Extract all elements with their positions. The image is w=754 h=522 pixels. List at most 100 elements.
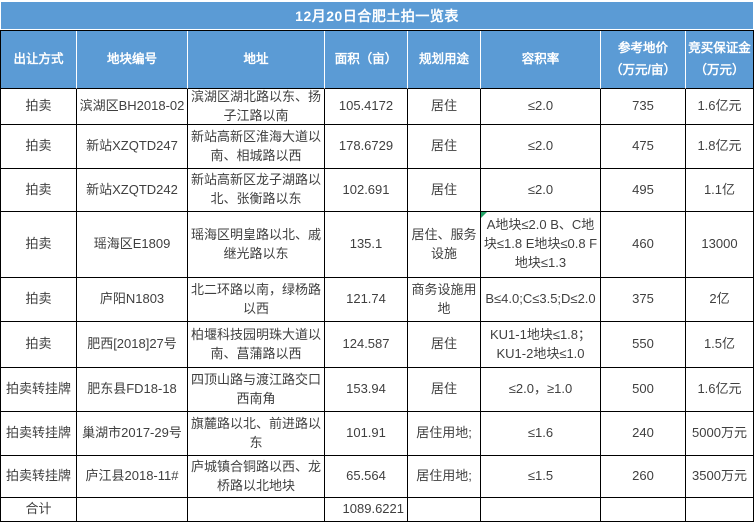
empty-cell <box>188 498 325 521</box>
cell-far: ≤1.5 <box>481 456 601 498</box>
col-header-use: 规划用途 <box>408 31 481 89</box>
cell-method: 拍卖转挂牌 <box>1 368 77 412</box>
cell-plot: 庐江县2018-11# <box>77 456 188 498</box>
table-row: 拍卖 庐阳N1803 北二环路以南，绿杨路以西 121.74 商务设施用地 B≤… <box>1 278 753 322</box>
cell-deposit: 2亿 <box>686 278 753 322</box>
cell-use: 居住、服务设施 <box>408 212 481 278</box>
col-header-deposit: 竞买保证金 （万元） <box>686 31 753 89</box>
cell-deposit: 1.1亿 <box>686 169 753 212</box>
cell-method: 拍卖转挂牌 <box>1 412 77 456</box>
cell-plot: 肥东县FD18-18 <box>77 368 188 412</box>
col-header-price: 参考地价 （万元/亩） <box>601 31 686 89</box>
cell-price: 495 <box>601 169 686 212</box>
table-row: 拍卖 肥西[2018]27号 柏堰科技园明珠大道以南、菖蒲路以西 124.587… <box>1 322 753 368</box>
table-row: 拍卖转挂牌 庐江县2018-11# 庐城镇合铜路以西、龙桥路以北地块 65.56… <box>1 456 753 498</box>
cell-method: 拍卖 <box>1 89 77 125</box>
col-header-area: 面积（亩） <box>325 31 408 89</box>
cell-use: 居住 <box>408 89 481 125</box>
cell-deposit: 1.6亿元 <box>686 89 753 125</box>
empty-cell <box>408 498 481 521</box>
cell-far: ≤2.0 <box>481 169 601 212</box>
col-header-far: 容积率 <box>481 31 601 89</box>
cell-area: 101.91 <box>325 412 408 456</box>
cell-far: ≤1.6 <box>481 412 601 456</box>
total-area-cell: 1089.6221 <box>325 498 408 521</box>
table-row: 拍卖转挂牌 肥东县FD18-18 四顶山路与渡江路交口西南角 153.94 居住… <box>1 368 753 412</box>
header-row: 出让方式 地块编号 地址 面积（亩） 规划用途 容积率 参考地价 （万元/亩） … <box>1 31 753 89</box>
cell-price: 460 <box>601 212 686 278</box>
cell-use: 居住 <box>408 322 481 368</box>
table-row: 拍卖 新站XZQTD247 新站高新区淮海大道以南、相城路以西 178.6729… <box>1 125 753 169</box>
cell-far: ≤2.0，≥1.0 <box>481 368 601 412</box>
cell-plot: 滨湖区BH2018-02 <box>77 89 188 125</box>
cell-far: A地块≤2.0 B、C地块≤1.8 E地块≤0.8 F地块≤1.3 <box>481 212 601 278</box>
table-title: 12月20日合肥土拍一览表 <box>1 2 753 29</box>
cell-price: 550 <box>601 322 686 368</box>
cell-plot: 瑶海区E1809 <box>77 212 188 278</box>
cell-plot: 新站XZQTD247 <box>77 125 188 169</box>
cell-address: 滨湖区湖北路以东、扬子江路以南 <box>188 89 325 125</box>
cell-price: 475 <box>601 125 686 169</box>
cell-area: 65.564 <box>325 456 408 498</box>
cell-address: 北二环路以南，绿杨路以西 <box>188 278 325 322</box>
cell-area: 105.4172 <box>325 89 408 125</box>
empty-cell <box>77 498 188 521</box>
cell-method: 拍卖 <box>1 322 77 368</box>
cell-use: 商务设施用地 <box>408 278 481 322</box>
cell-address: 四顶山路与渡江路交口西南角 <box>188 368 325 412</box>
empty-cell <box>601 498 686 521</box>
cell-method: 拍卖 <box>1 212 77 278</box>
cell-price: 375 <box>601 278 686 322</box>
cell-deposit: 1.8亿元 <box>686 125 753 169</box>
table-row: 拍卖 瑶海区E1809 瑶海区明皇路以北、戚继光路以东 135.1 居住、服务设… <box>1 212 753 278</box>
cell-price: 500 <box>601 368 686 412</box>
cell-address: 柏堰科技园明珠大道以南、菖蒲路以西 <box>188 322 325 368</box>
cell-far: KU1-1地块≤1.8；KU1-2地块≤1.0 <box>481 322 601 368</box>
cell-method: 拍卖转挂牌 <box>1 456 77 498</box>
cell-deposit: 5000万元 <box>686 412 753 456</box>
col-header-method: 出让方式 <box>1 31 77 89</box>
cell-area: 153.94 <box>325 368 408 412</box>
cell-price: 735 <box>601 89 686 125</box>
land-auction-table: 出让方式 地块编号 地址 面积（亩） 规划用途 容积率 参考地价 （万元/亩） … <box>0 30 754 522</box>
table-row: 拍卖 新站XZQTD242 新站高新区龙子湖路以北、张衡路以东 102.691 … <box>1 169 753 212</box>
cell-method: 拍卖 <box>1 125 77 169</box>
cell-deposit: 1.5亿 <box>686 322 753 368</box>
cell-plot: 巢湖市2017-29号 <box>77 412 188 456</box>
total-label-cell: 合计 <box>1 498 77 521</box>
total-row: 合计 1089.6221 <box>1 498 753 521</box>
cell-area: 124.587 <box>325 322 408 368</box>
col-header-plot: 地块编号 <box>77 31 188 89</box>
cell-far: ≤2.0 <box>481 125 601 169</box>
cell-address: 瑶海区明皇路以北、戚继光路以东 <box>188 212 325 278</box>
cell-deposit: 13000 <box>686 212 753 278</box>
cell-far: B≤4.0;C≤3.5;D≤2.0 <box>481 278 601 322</box>
cell-address: 新站高新区龙子湖路以北、张衡路以东 <box>188 169 325 212</box>
cell-use: 居住 <box>408 125 481 169</box>
cell-area: 121.74 <box>325 278 408 322</box>
cell-use: 居住用地; <box>408 412 481 456</box>
cell-area: 135.1 <box>325 212 408 278</box>
cell-plot: 新站XZQTD242 <box>77 169 188 212</box>
cell-area: 178.6729 <box>325 125 408 169</box>
cell-area: 102.691 <box>325 169 408 212</box>
cell-method: 拍卖 <box>1 169 77 212</box>
cell-deposit: 1.6亿元 <box>686 368 753 412</box>
cell-use: 居住 <box>408 169 481 212</box>
table-row: 拍卖 滨湖区BH2018-02 滨湖区湖北路以东、扬子江路以南 105.4172… <box>1 89 753 125</box>
cell-address: 旗麓路以北、前进路以东 <box>188 412 325 456</box>
cell-use: 居住用地; <box>408 456 481 498</box>
empty-cell <box>481 498 601 521</box>
cell-price: 240 <box>601 412 686 456</box>
cell-deposit: 3500万元 <box>686 456 753 498</box>
cell-plot: 庐阳N1803 <box>77 278 188 322</box>
cell-plot: 肥西[2018]27号 <box>77 322 188 368</box>
cell-price: 260 <box>601 456 686 498</box>
col-header-address: 地址 <box>188 31 325 89</box>
cell-address: 新站高新区淮海大道以南、相城路以西 <box>188 125 325 169</box>
cell-far-text: A地块≤2.0 B、C地块≤1.8 E地块≤0.8 F地块≤1.3 <box>483 217 598 270</box>
cell-address: 庐城镇合铜路以西、龙桥路以北地块 <box>188 456 325 498</box>
table-row: 拍卖转挂牌 巢湖市2017-29号 旗麓路以北、前进路以东 101.91 居住用… <box>1 412 753 456</box>
cell-use: 居住 <box>408 368 481 412</box>
